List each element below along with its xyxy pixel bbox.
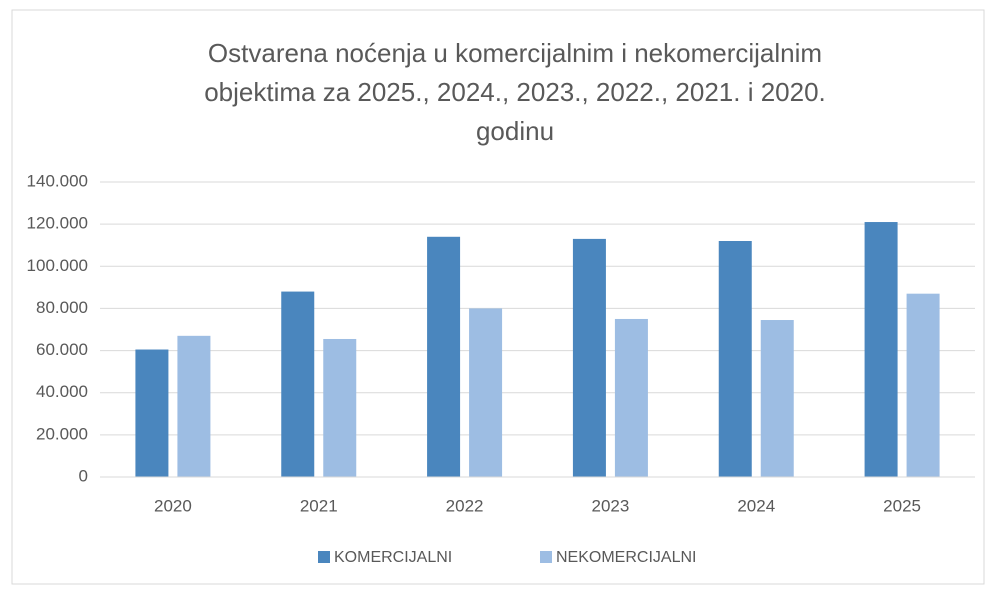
x-tick-label: 2024 <box>737 496 775 515</box>
y-tick-label: 60.000 <box>36 340 88 359</box>
bar <box>281 291 315 477</box>
legend-label: KOMERCIJALNI <box>334 549 452 566</box>
bar <box>760 320 794 477</box>
x-tick-label: 2025 <box>883 496 921 515</box>
bar <box>177 335 211 477</box>
x-tick-label: 2022 <box>446 496 484 515</box>
bar <box>135 349 169 477</box>
bar <box>906 293 940 477</box>
bar <box>469 308 503 477</box>
y-tick-label: 100.000 <box>27 256 88 275</box>
bar <box>864 222 898 477</box>
legend-label: NEKOMERCIJALNI <box>556 549 696 566</box>
y-tick-label: 120.000 <box>27 214 88 233</box>
bar <box>323 338 357 477</box>
x-tick-label: 2021 <box>300 496 338 515</box>
legend-swatch <box>318 551 330 563</box>
y-tick-label: 140.000 <box>27 171 88 190</box>
y-tick-label: 40.000 <box>36 382 88 401</box>
y-tick-label: 20.000 <box>36 424 88 443</box>
bar <box>572 238 606 477</box>
legend-swatch <box>540 551 552 563</box>
chart-title: Ostvarena noćenja u komercijalnim i neko… <box>208 38 822 68</box>
chart-title: objektima za 2025., 2024., 2023., 2022.,… <box>204 77 826 107</box>
x-tick-label: 2023 <box>592 496 630 515</box>
bar <box>427 236 461 477</box>
bar <box>718 241 752 477</box>
x-tick-label: 2020 <box>154 496 192 515</box>
chart-title: godinu <box>476 116 554 146</box>
y-tick-label: 80.000 <box>36 298 88 317</box>
y-tick-label: 0 <box>79 466 88 485</box>
bar <box>614 318 648 477</box>
chart-frame <box>11 9 985 585</box>
